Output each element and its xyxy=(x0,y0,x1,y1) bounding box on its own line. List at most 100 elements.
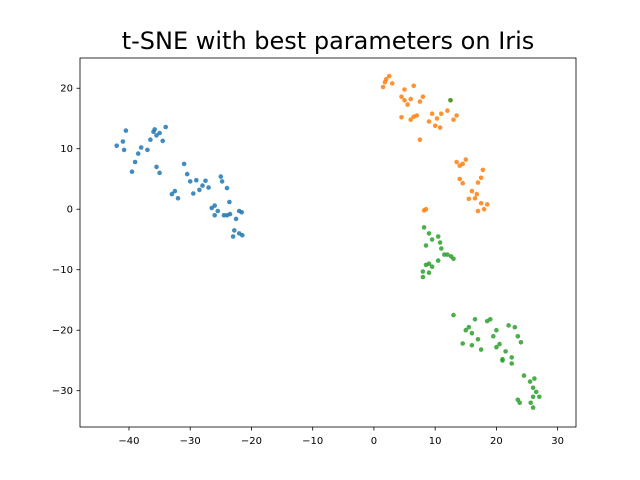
data-point xyxy=(500,358,505,363)
y-tick-label: −20 xyxy=(52,326,73,337)
data-point xyxy=(494,344,499,350)
data-point xyxy=(240,232,245,238)
data-point xyxy=(227,211,233,217)
data-point xyxy=(421,225,427,230)
points-layer xyxy=(114,73,542,410)
data-point xyxy=(382,79,388,85)
x-tick-label: 10 xyxy=(429,436,442,447)
data-point xyxy=(417,137,423,142)
data-point xyxy=(232,228,237,233)
data-point xyxy=(175,196,181,201)
data-point xyxy=(233,216,239,222)
data-point xyxy=(445,252,450,257)
data-point xyxy=(478,200,484,206)
data-point xyxy=(475,208,481,214)
data-point xyxy=(423,243,429,248)
data-point xyxy=(437,240,443,245)
data-point xyxy=(515,334,521,339)
x-axis: −40 −30 −20 −10 0 10 20 30 xyxy=(118,427,564,447)
data-point xyxy=(187,179,193,184)
data-point xyxy=(414,113,420,118)
data-point xyxy=(472,196,478,201)
data-point xyxy=(402,98,407,103)
data-point xyxy=(386,73,392,79)
data-point xyxy=(530,405,536,410)
data-point xyxy=(527,379,533,384)
y-axis: −30 −20 −10 0 10 20 xyxy=(52,84,80,397)
data-point xyxy=(426,270,432,276)
data-point xyxy=(497,341,502,347)
data-point xyxy=(212,203,217,208)
data-point xyxy=(474,191,480,197)
data-point xyxy=(437,125,443,130)
data-point xyxy=(411,83,417,89)
data-point xyxy=(426,231,432,236)
data-point xyxy=(454,159,459,165)
plot-frame xyxy=(79,57,577,428)
data-point xyxy=(194,177,199,183)
data-point xyxy=(451,117,456,122)
data-point xyxy=(432,123,438,129)
chart-title: t-SNE with best parameters on Iris xyxy=(122,27,535,55)
x-tick-label: −40 xyxy=(118,436,139,447)
data-point xyxy=(481,206,487,212)
y-tick-label: 10 xyxy=(60,144,73,155)
data-point xyxy=(224,185,230,191)
data-point xyxy=(402,87,407,92)
data-point xyxy=(466,196,472,202)
data-point xyxy=(528,400,533,406)
data-point xyxy=(517,400,522,406)
data-point xyxy=(488,317,493,322)
data-point xyxy=(460,161,466,167)
data-point xyxy=(157,130,162,136)
data-point xyxy=(533,389,539,395)
data-point xyxy=(463,327,469,333)
data-point xyxy=(454,113,459,118)
data-point xyxy=(466,324,472,330)
data-point xyxy=(215,208,221,214)
y-tick-label: 0 xyxy=(67,205,73,216)
data-point xyxy=(484,202,490,207)
data-point xyxy=(405,102,410,107)
x-tick-label: 0 xyxy=(371,436,377,447)
data-point xyxy=(439,246,444,251)
data-point xyxy=(181,161,187,167)
data-point xyxy=(532,376,537,381)
data-point xyxy=(469,343,475,348)
data-point xyxy=(475,180,481,185)
x-tick-label: 30 xyxy=(551,436,564,447)
data-point xyxy=(218,174,224,179)
data-point xyxy=(206,185,211,190)
data-point xyxy=(512,324,518,330)
data-point xyxy=(408,96,414,102)
data-point xyxy=(420,274,426,280)
data-point xyxy=(420,94,426,99)
data-point xyxy=(120,139,126,144)
data-point xyxy=(172,188,178,194)
data-point xyxy=(503,349,508,354)
data-point xyxy=(129,169,135,174)
data-point xyxy=(203,178,208,184)
data-point xyxy=(530,385,536,391)
data-point xyxy=(423,262,429,268)
data-point xyxy=(221,213,227,218)
data-point xyxy=(132,159,138,165)
data-point xyxy=(239,210,244,215)
data-point xyxy=(509,361,514,366)
data-point xyxy=(478,347,484,352)
data-point xyxy=(145,147,150,153)
data-point xyxy=(460,180,466,186)
x-tick-label: −20 xyxy=(241,436,262,447)
y-tick-label: −10 xyxy=(52,265,73,276)
data-point xyxy=(434,116,440,121)
data-point xyxy=(408,117,414,122)
data-point xyxy=(191,191,196,196)
data-point xyxy=(478,175,484,181)
y-tick-label: −30 xyxy=(52,386,73,397)
data-point xyxy=(200,183,205,188)
data-point xyxy=(152,127,157,132)
data-point xyxy=(230,234,236,239)
data-point xyxy=(475,337,481,342)
data-point xyxy=(399,115,404,120)
data-point xyxy=(157,170,162,176)
